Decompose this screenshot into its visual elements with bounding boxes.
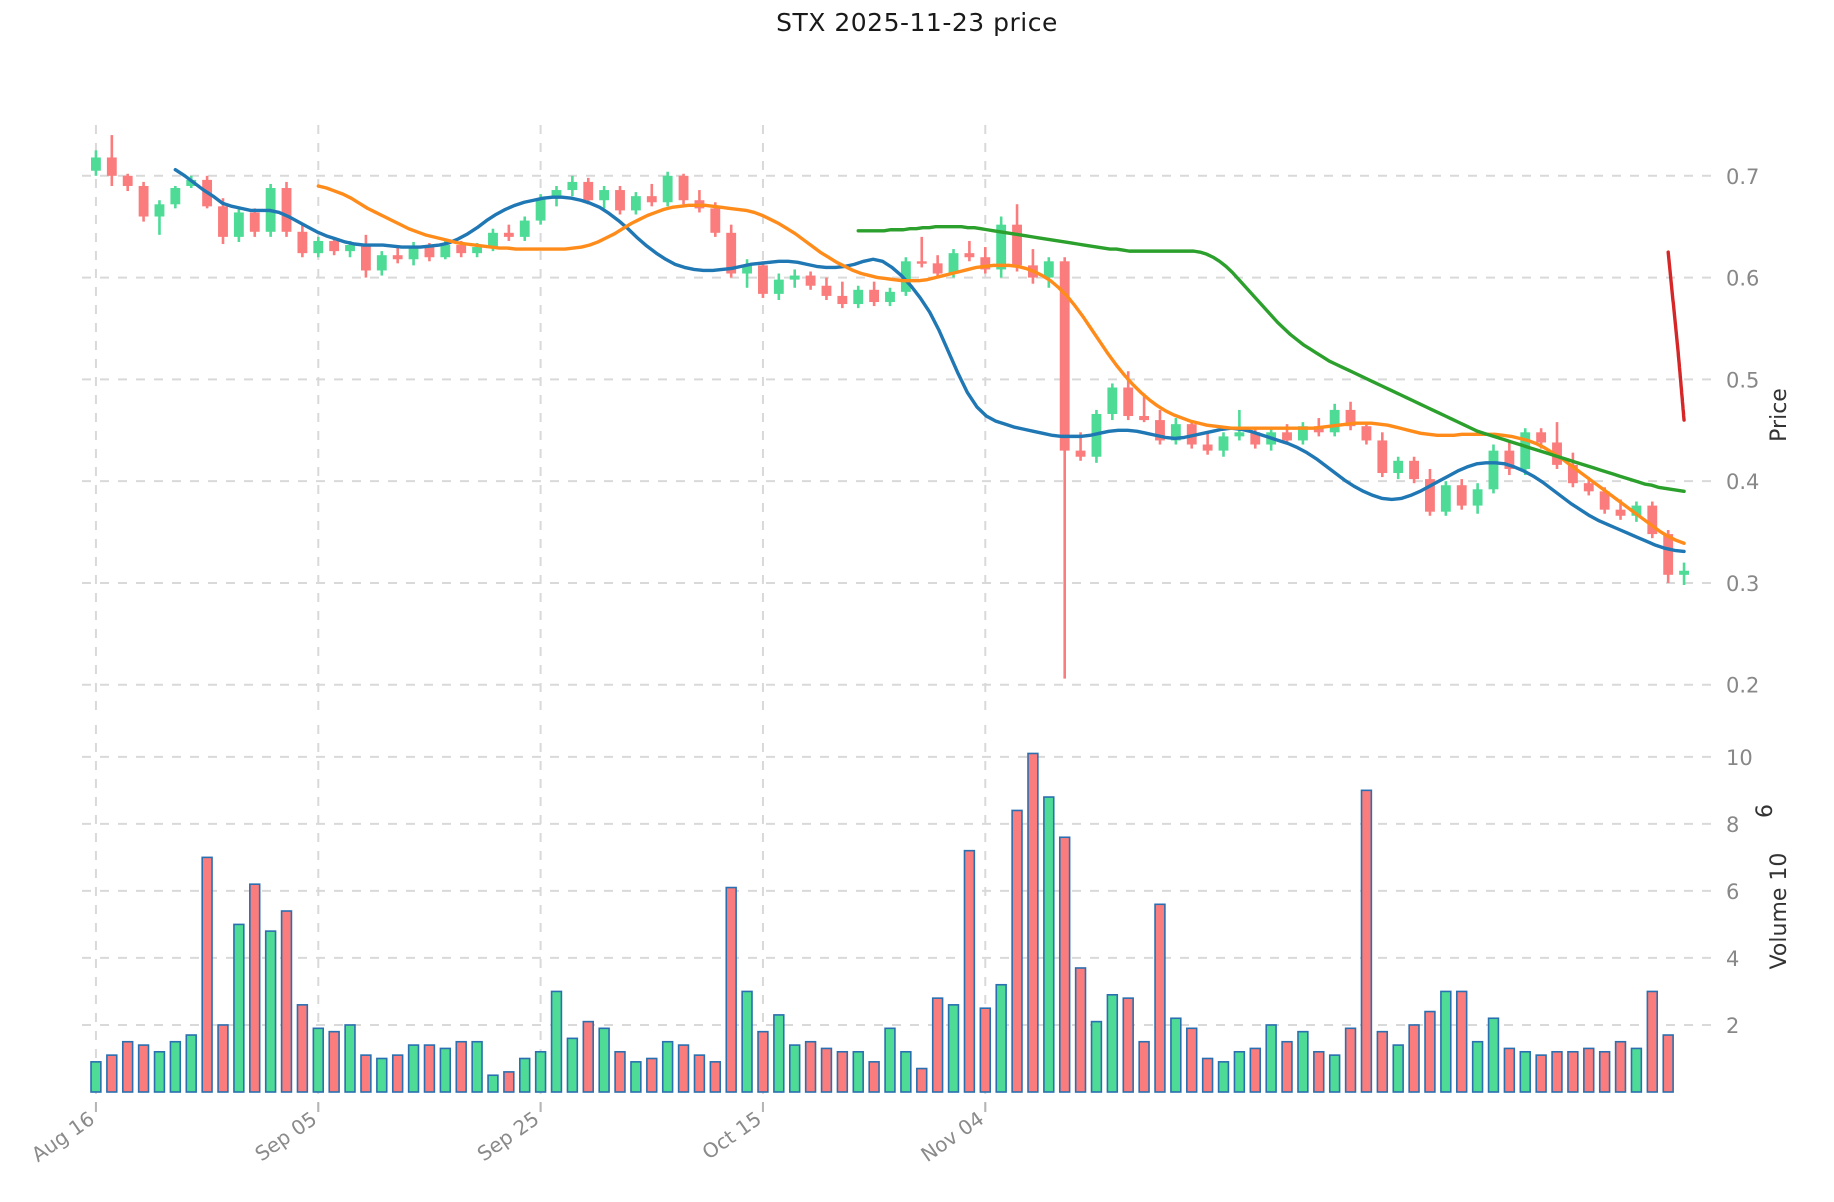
price-tick-label: 0.3 [1726,572,1759,596]
price-gridlines [82,125,1714,710]
page-title: STX 2025-11-23 price [776,8,1058,37]
price-tick-label: 0.7 [1726,165,1759,189]
volume-axis-ticks: 10 8 6 4 2 [1726,746,1753,1038]
candlestick-series [91,135,1689,679]
axis-titles: Price Volume 10 6 [1753,388,1792,969]
volume-gridlines [82,725,1714,1114]
price-axis-title: Price [1767,388,1792,442]
date-tick-label: Nov 04 [916,1106,988,1166]
date-tick-label: Sep 05 [250,1106,321,1166]
date-tick-label: Aug 16 [27,1106,99,1166]
date-tick-label: Oct 15 [698,1106,766,1164]
price-axis-ticks: 0.7 0.6 0.5 0.4 0.3 0.2 [1726,165,1759,698]
date-axis-ticks: Aug 16 Sep 05 Sep 25 Oct 15 Nov 04 [27,1102,988,1167]
volume-tick-label: 6 [1726,880,1739,904]
price-tick-label: 0.5 [1726,368,1759,392]
moving-average-lines [173,167,1686,554]
volume-tick-label: 8 [1726,813,1739,837]
volume-tick-label: 2 [1726,1014,1739,1038]
volume-axis-title: Volume 10 [1767,853,1792,970]
price-tick-label: 0.6 [1726,267,1759,291]
date-tick-label: Sep 25 [473,1106,544,1166]
price-tick-label: 0.2 [1726,674,1759,698]
volume-tick-label: 10 [1726,746,1753,770]
price-tick-label: 0.4 [1726,470,1759,494]
volume-tick-label: 4 [1726,947,1739,971]
volume-bars [90,752,1674,1093]
volume-axis-exponent: 6 [1753,804,1778,818]
